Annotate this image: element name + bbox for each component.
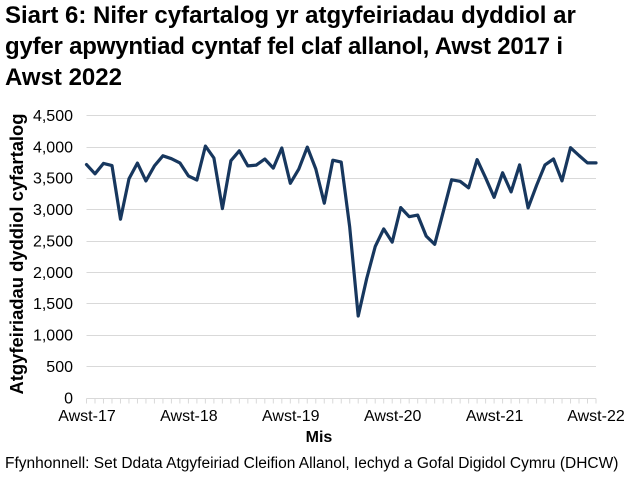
svg-text:4,000: 4,000	[33, 139, 73, 156]
svg-text:Awst-20: Awst-20	[364, 408, 422, 425]
svg-text:Awst-17: Awst-17	[58, 408, 116, 425]
svg-text:Awst-22: Awst-22	[567, 408, 625, 425]
svg-text:Awst-18: Awst-18	[160, 408, 218, 425]
svg-text:Awst-21: Awst-21	[466, 408, 524, 425]
svg-text:Mis: Mis	[306, 429, 333, 446]
svg-text:1,000: 1,000	[33, 328, 73, 345]
svg-text:Awst-19: Awst-19	[262, 408, 320, 425]
svg-text:2,000: 2,000	[33, 265, 73, 282]
svg-text:500: 500	[46, 359, 73, 376]
svg-text:3,500: 3,500	[33, 171, 73, 188]
svg-text:2,500: 2,500	[33, 234, 73, 251]
svg-text:4,500: 4,500	[33, 108, 73, 125]
svg-text:0: 0	[64, 390, 73, 407]
svg-text:3,000: 3,000	[33, 202, 73, 219]
svg-text:1,500: 1,500	[33, 296, 73, 313]
